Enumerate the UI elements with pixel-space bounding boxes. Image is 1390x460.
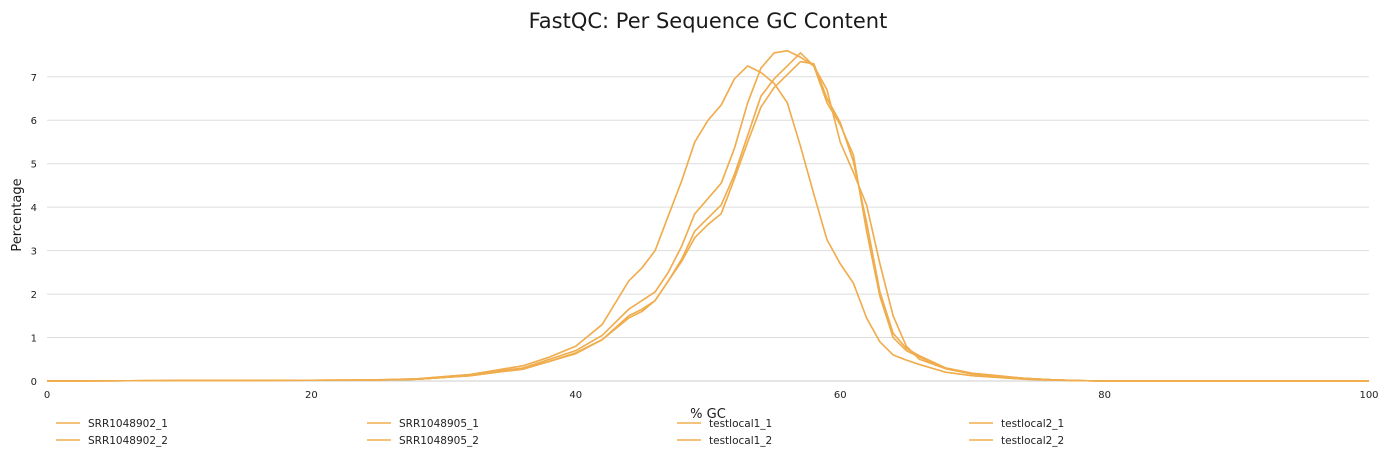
x-tick-label: 100: [1359, 390, 1378, 401]
y-tick-label: 7: [31, 73, 37, 84]
x-tick-label: 20: [305, 390, 318, 401]
x-tick-label: 80: [1098, 390, 1111, 401]
x-tick-label: 60: [834, 390, 847, 401]
series-line-0: [46, 65, 1369, 382]
x-tick-label: 0: [44, 390, 50, 401]
series-line-5: [46, 49, 1369, 382]
y-tick-label: 1: [31, 334, 37, 345]
y-tick-label: 5: [31, 160, 37, 171]
y-axis-label: Percentage: [10, 178, 25, 251]
y-axis-ticks: 0 1 2 3 4 5 6 7: [31, 73, 37, 388]
y-tick-label: 0: [31, 377, 37, 388]
legend-label: testlocal2_2: [1001, 435, 1064, 447]
legend-label: testlocal2_1: [1001, 418, 1064, 430]
x-axis-ticks: 0 20 40 60 80 100: [44, 390, 1379, 401]
legend[interactable]: SRR1048902_1 SRR1048902_2 SRR1048905_1 SRR1…: [56, 418, 1064, 447]
series-line-1: [46, 49, 1369, 382]
x-tick-label: 40: [569, 390, 582, 401]
legend-label: testlocal1_2: [709, 435, 772, 447]
legend-item[interactable]: SRR1048905_2: [367, 435, 479, 447]
legend-item[interactable]: testlocal2_2: [969, 435, 1064, 447]
legend-item[interactable]: SRR1048902_1: [56, 418, 168, 430]
y-tick-label: 4: [31, 203, 37, 214]
series-line-4: [46, 65, 1369, 382]
legend-item[interactable]: testlocal1_1: [677, 418, 772, 430]
legend-item[interactable]: SRR1048905_1: [367, 418, 479, 430]
legend-label: SRR1048905_1: [399, 418, 479, 430]
legend-item[interactable]: testlocal2_1: [969, 418, 1064, 430]
y-tick-label: 6: [31, 116, 37, 127]
legend-label: SRR1048902_2: [88, 435, 168, 447]
gridlines: [47, 76, 1369, 339]
series-line-7: [46, 52, 1369, 382]
series-line-2: [46, 60, 1369, 382]
legend-item[interactable]: testlocal1_2: [677, 435, 772, 447]
legend-label: SRR1048902_1: [88, 418, 168, 430]
y-tick-label: 3: [31, 247, 37, 258]
legend-item[interactable]: SRR1048902_2: [56, 435, 168, 447]
legend-label: SRR1048905_2: [399, 435, 479, 447]
series-lines: [46, 49, 1369, 382]
y-tick-label: 2: [31, 290, 37, 301]
series-line-6: [46, 60, 1369, 382]
legend-label: testlocal1_1: [709, 418, 772, 430]
x-axis-label: % GC: [690, 407, 726, 422]
chart-title: FastQC: Per Sequence GC Content: [529, 9, 888, 33]
